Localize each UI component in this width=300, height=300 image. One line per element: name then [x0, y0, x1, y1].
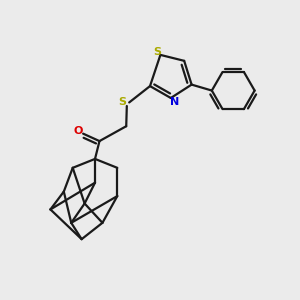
- Text: S: S: [119, 97, 127, 107]
- Text: N: N: [170, 97, 179, 106]
- Text: O: O: [73, 126, 83, 136]
- Text: S: S: [153, 47, 161, 57]
